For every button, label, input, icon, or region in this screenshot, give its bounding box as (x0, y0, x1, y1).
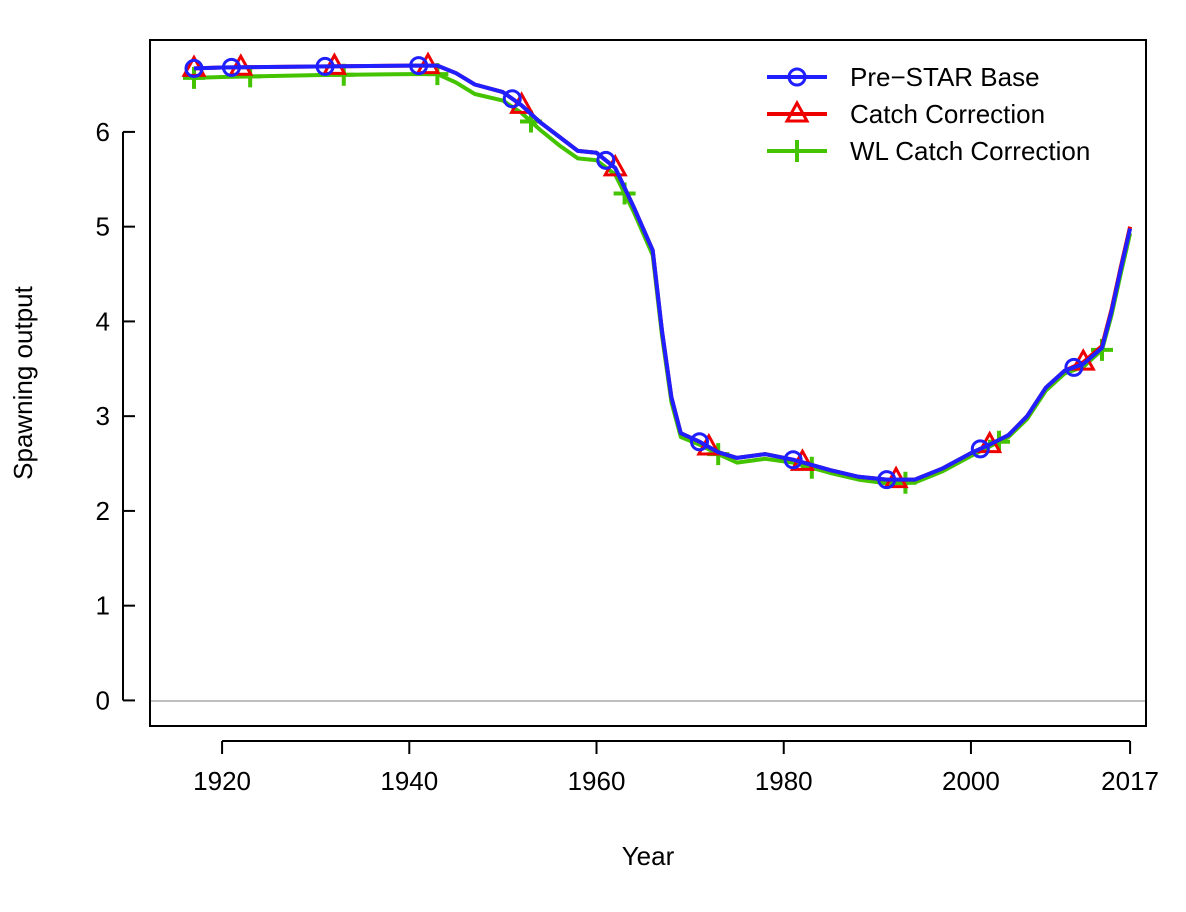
series-marker (502, 89, 522, 109)
series-marker (415, 51, 441, 75)
y-tick-label: 0 (96, 685, 110, 715)
series-marker (596, 150, 616, 170)
x-tick-label: 1980 (755, 766, 813, 796)
y-tick-label: 6 (96, 117, 110, 147)
x-tick-label: 1920 (193, 766, 251, 796)
series-marker (783, 450, 803, 470)
x-axis-title: Year (622, 841, 675, 871)
legend: Pre−STAR Base Catch Correction WL Catch Co… (767, 62, 1090, 166)
series-marker (689, 432, 709, 452)
series-marker (184, 58, 204, 78)
legend-marker (787, 67, 807, 87)
series-layer (181, 51, 1133, 494)
legend-label: Pre−STAR Base (850, 62, 1040, 92)
x-tick-label: 1960 (568, 766, 626, 796)
y-tick-label: 2 (96, 496, 110, 526)
y-axis: 0 1 2 3 4 5 6 (96, 117, 135, 715)
legend-label: Catch Correction (850, 99, 1045, 129)
x-tick-label: 2017 (1101, 766, 1159, 796)
y-axis-title: Spawning output (8, 285, 38, 479)
series-marker (315, 56, 335, 76)
series-marker (970, 439, 990, 459)
legend-marker (786, 140, 808, 162)
series-line (193, 63, 1133, 482)
series-marker (1064, 357, 1084, 377)
series-marker (221, 57, 241, 77)
series-marker (409, 56, 429, 76)
x-tick-label: 2000 (942, 766, 1000, 796)
series-marker (877, 470, 897, 490)
legend-marker (784, 99, 810, 123)
x-tick-label: 1940 (380, 766, 438, 796)
plot-frame (149, 39, 1147, 727)
x-axis: 1920 1940 1960 1980 2000 2017 (193, 740, 1159, 796)
y-tick-label: 1 (96, 591, 110, 621)
legend-label: WL Catch Correction (850, 136, 1090, 166)
y-tick-label: 5 (96, 212, 110, 242)
y-tick-label: 3 (96, 401, 110, 431)
y-tick-label: 4 (96, 306, 110, 336)
